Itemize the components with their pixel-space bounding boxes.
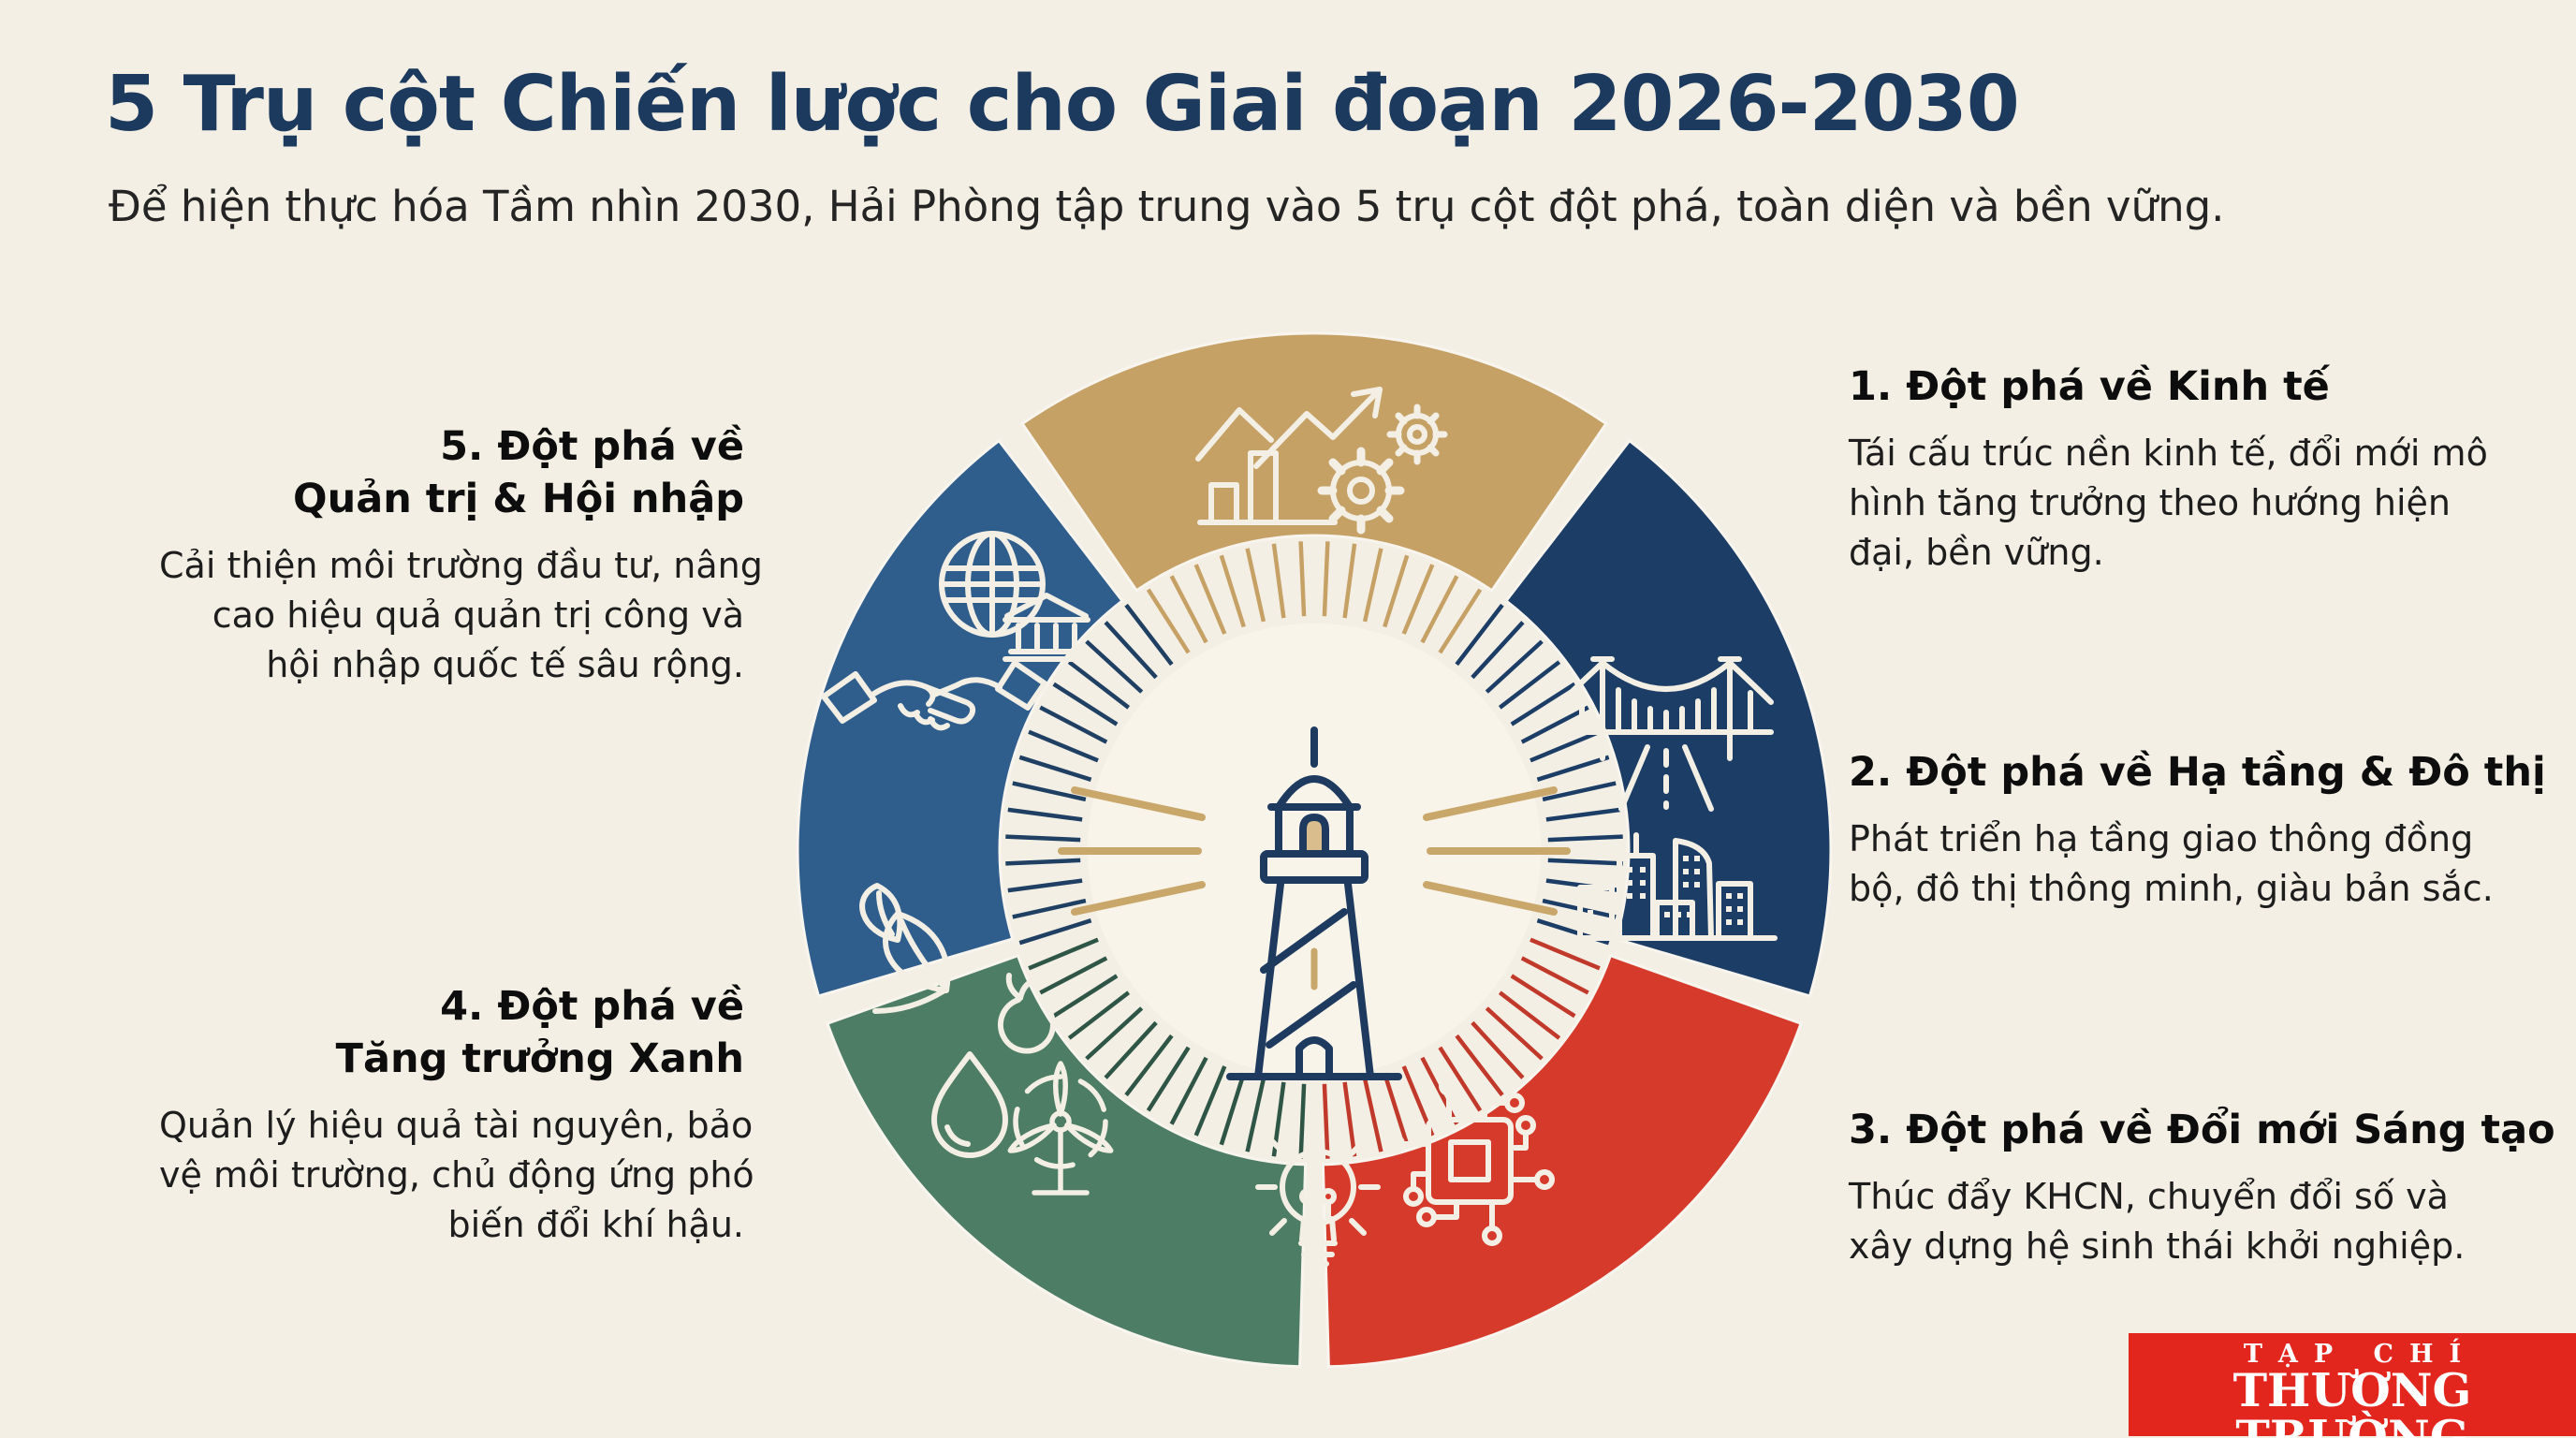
pillar-body: Tái cấu trúc nền kinh tế, đổi mới mô hìn… — [1849, 432, 2488, 574]
microchip-icon — [1384, 1076, 1555, 1246]
pillar-block-infrastructure: 2. Đột phá về Hạ tầng & Đô thị Phát triể… — [1849, 747, 2576, 914]
donut-segment-Kinh tế — [1020, 331, 1608, 593]
donut-segment-Tăng trưởng Xanh — [826, 953, 1308, 1369]
pillar-body: Quản lý hiệu quả tài nguyên, bảo vệ môi … — [159, 1104, 754, 1246]
pillar-body: Phát triển hạ tầng giao thông đồng bộ, đ… — [1849, 817, 2494, 910]
pillar-block-innovation: 3. Đột phá về Đổi mới Sáng tạo Thúc đẩy … — [1849, 1105, 2576, 1271]
page-title: 5 Trụ cột Chiến lược cho Giai đoạn 2026-… — [105, 60, 2020, 149]
lighthouse-icon — [1058, 726, 1571, 1080]
pillar-block-economy: 1. Đột phá về Kinh tế Tái cấu trúc nền k… — [1849, 361, 2576, 578]
donut-segment-Đổi mới Sáng tạo — [1321, 953, 1803, 1369]
bridge-city-icon — [1559, 656, 1774, 812]
pillar-block-governance: 5. Đột phá về Quản trị & Hội nhập Cải th… — [159, 421, 763, 690]
pillar-body: Cải thiện môi trường đầu tư, nâng cao hi… — [159, 544, 763, 686]
lightbulb-icon — [1255, 1121, 1381, 1269]
pillar-heading: 3. Đột phá về Đổi mới Sáng tạo — [1849, 1107, 2555, 1153]
pillar-block-green-growth: 4. Đột phá về Tăng trưởng Xanh Quản lý h… — [159, 981, 754, 1250]
logo-name: THƯƠNG TRƯỜNG — [2232, 1363, 2472, 1438]
globe-icon — [939, 531, 1046, 638]
pillar-heading: 4. Đột phá về Tăng trưởng Xanh — [335, 983, 744, 1082]
lighthouse-rays — [1058, 786, 1571, 916]
bank-icon — [1003, 593, 1090, 662]
wind-turbine-icon — [1007, 1061, 1114, 1196]
publisher-logo: TẠP CHÍ THƯƠNG TRƯỜNG CƠ QUAN CỦA HIỆP H… — [2129, 1333, 2576, 1438]
logo-masthead: TẠP CHÍ — [2243, 1340, 2478, 1369]
leaf-icon — [859, 883, 951, 1014]
handshake-icon — [821, 660, 1047, 731]
strategy-donut-chart — [794, 330, 1835, 1371]
pillar-body: Thúc đẩy KHCN, chuyển đổi số và xây dựng… — [1849, 1175, 2466, 1268]
growth-chart-gears-icon — [1195, 387, 1448, 535]
pillar-heading: 5. Đột phá về Quản trị & Hội nhập — [293, 423, 744, 522]
seed-icon — [997, 973, 1056, 1054]
water-drop-icon — [931, 1051, 1008, 1158]
pillar-heading: 2. Đột phá về Hạ tầng & Đô thị — [1849, 749, 2546, 796]
pillar-heading: 1. Đột phá về Kinh tế — [1849, 363, 2330, 410]
donut-svg — [796, 331, 1833, 1369]
city-skyline-icon — [1566, 832, 1778, 941]
city-windows — [1588, 856, 1743, 929]
sunburst-tick-ring — [1005, 541, 1623, 1159]
page-subtitle: Để hiện thực hóa Tầm nhìn 2030, Hải Phòn… — [109, 182, 2225, 231]
